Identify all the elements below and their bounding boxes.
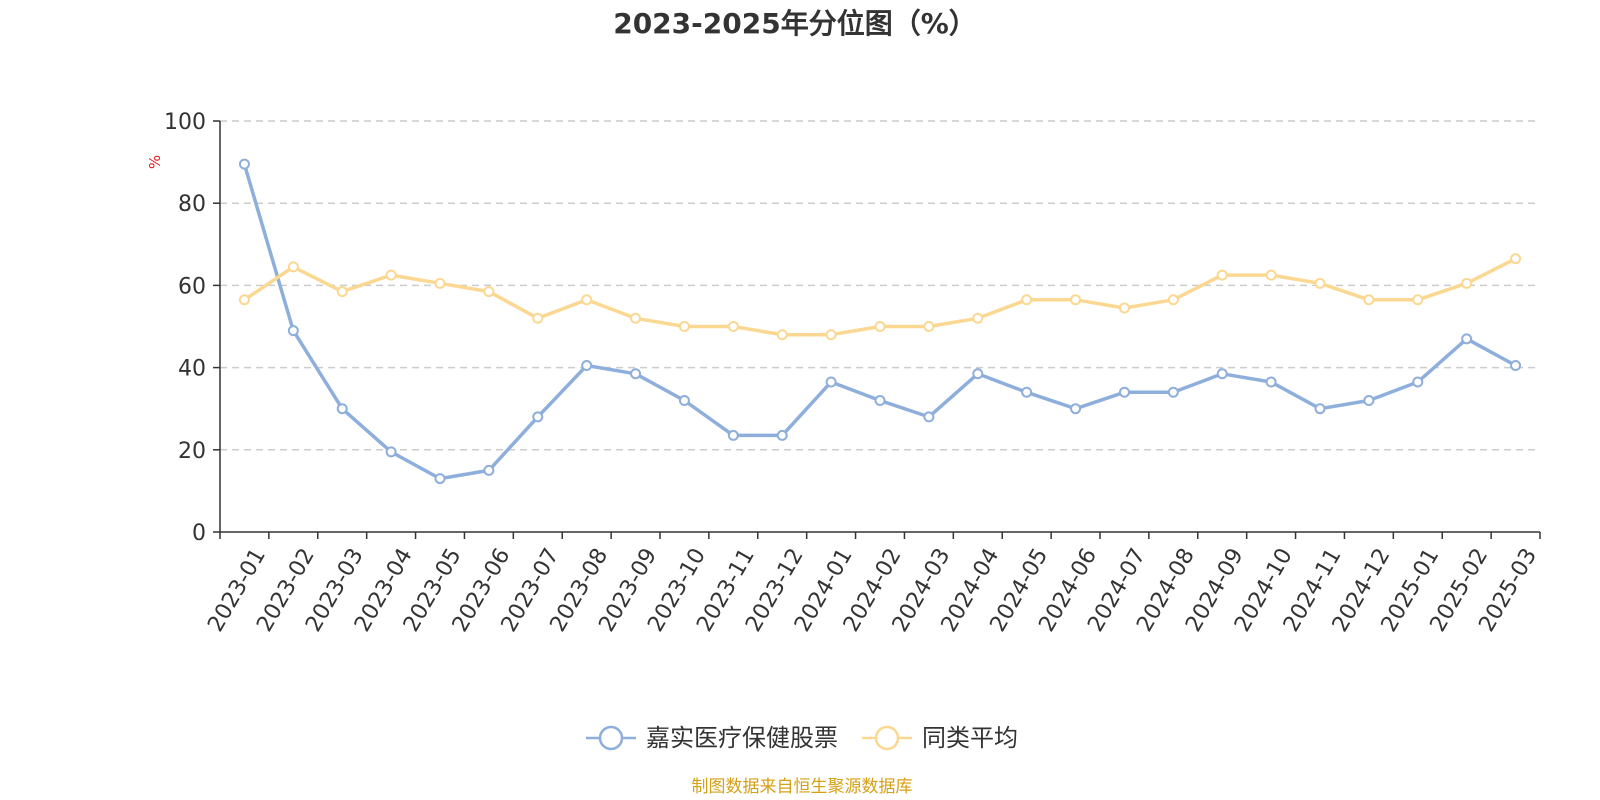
- legend-circle-symbol: [598, 725, 624, 751]
- data-point[interactable]: [336, 286, 348, 298]
- data-point[interactable]: [336, 403, 348, 415]
- legend-item-2[interactable]: 同类平均: [862, 724, 1018, 752]
- data-point[interactable]: [1167, 294, 1179, 306]
- data-point[interactable]: [238, 294, 250, 306]
- data-point[interactable]: [630, 368, 642, 380]
- y-axis-ticks: 0 20 40 60 80 100: [164, 110, 220, 546]
- data-point[interactable]: [923, 411, 935, 423]
- data-point[interactable]: [1021, 386, 1033, 398]
- data-point[interactable]: [678, 321, 690, 332]
- data-point[interactable]: [483, 286, 495, 298]
- data-point[interactable]: [1216, 269, 1228, 281]
- data-point[interactable]: [923, 321, 935, 332]
- data-point[interactable]: [1314, 403, 1326, 415]
- data-point[interactable]: [1510, 253, 1522, 265]
- data-point[interactable]: [1363, 394, 1375, 406]
- data-point[interactable]: [630, 312, 642, 324]
- data-point[interactable]: [972, 312, 984, 324]
- data-point[interactable]: [1461, 277, 1473, 289]
- data-point[interactable]: [1363, 294, 1375, 306]
- data-point[interactable]: [727, 429, 739, 441]
- legend-item-1[interactable]: 嘉实医疗保健股票: [586, 724, 838, 752]
- data-point[interactable]: [532, 312, 544, 324]
- data-point[interactable]: [1118, 302, 1130, 314]
- data-point[interactable]: [385, 269, 397, 281]
- source-note: 制图数据来自恒生聚源数据库: [692, 777, 913, 797]
- axes: [219, 121, 1540, 533]
- data-point[interactable]: [825, 376, 837, 388]
- data-point[interactable]: [483, 464, 495, 476]
- data-point[interactable]: [1167, 386, 1179, 398]
- y-axis-unit-label: %: [146, 155, 164, 169]
- chart-title: 2023-2025年分位图（%）: [613, 7, 977, 40]
- data-point[interactable]: [678, 394, 690, 406]
- data-point[interactable]: [385, 446, 397, 458]
- legend: 嘉实医疗保健股票 同类平均: [586, 724, 1018, 752]
- series-2: [238, 253, 1522, 341]
- data-point[interactable]: [434, 277, 446, 289]
- data-point[interactable]: [581, 294, 593, 306]
- data-point[interactable]: [1070, 294, 1082, 306]
- y-tick-label: 60: [178, 274, 206, 299]
- legend-label: 嘉实医疗保健股票: [646, 724, 838, 752]
- data-point[interactable]: [1265, 376, 1277, 388]
- data-point[interactable]: [287, 261, 299, 273]
- data-point[interactable]: [1265, 269, 1277, 281]
- data-point[interactable]: [727, 321, 739, 332]
- data-point[interactable]: [874, 321, 886, 332]
- data-point[interactable]: [581, 360, 593, 372]
- y-tick-label: 0: [192, 521, 206, 546]
- y-tick-label: 100: [164, 110, 206, 135]
- y-tick-label: 20: [178, 439, 206, 464]
- series-lines: [238, 158, 1522, 485]
- legend-label: 同类平均: [922, 724, 1018, 752]
- data-point[interactable]: [776, 429, 788, 441]
- data-point[interactable]: [776, 329, 788, 341]
- data-point[interactable]: [434, 473, 446, 485]
- data-point[interactable]: [1021, 294, 1033, 306]
- x-axis-ticks: 2023-012023-022023-032023-042023-052023-…: [203, 532, 1542, 636]
- data-point[interactable]: [532, 411, 544, 423]
- y-tick-label: 40: [178, 357, 206, 382]
- data-point[interactable]: [1412, 376, 1424, 388]
- y-tick-label: 80: [178, 192, 206, 217]
- data-point[interactable]: [1118, 386, 1130, 398]
- data-point[interactable]: [287, 325, 299, 337]
- data-point[interactable]: [1461, 333, 1473, 345]
- data-point[interactable]: [1510, 360, 1522, 372]
- data-point[interactable]: [238, 158, 250, 170]
- data-point[interactable]: [874, 394, 886, 406]
- series-1: [238, 158, 1522, 485]
- data-point[interactable]: [1216, 368, 1228, 380]
- data-point[interactable]: [1070, 403, 1082, 415]
- data-point[interactable]: [825, 329, 837, 341]
- legend-circle-symbol: [874, 725, 900, 751]
- data-point[interactable]: [1412, 294, 1424, 306]
- data-point[interactable]: [1314, 277, 1326, 289]
- data-point[interactable]: [972, 368, 984, 380]
